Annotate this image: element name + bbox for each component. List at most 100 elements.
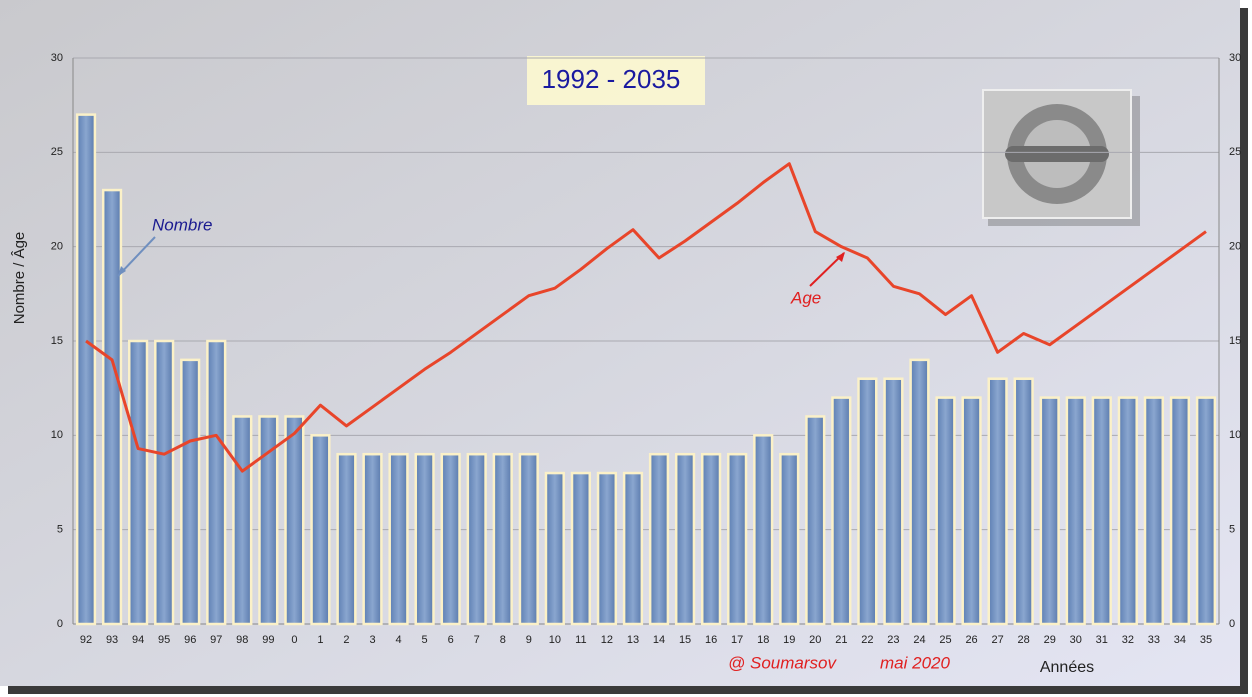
arrow-head <box>118 266 126 276</box>
bar <box>987 377 1008 626</box>
x-tick-label: 92 <box>80 634 92 646</box>
x-tick-label: 7 <box>474 634 480 646</box>
bar <box>648 452 670 626</box>
age-line <box>85 162 1207 473</box>
bar <box>701 452 722 626</box>
series-annotation: Nombre <box>152 215 212 234</box>
bar <box>414 452 435 626</box>
x-axis-label: Années <box>1040 659 1094 676</box>
x-tick-label: 99 <box>262 634 274 646</box>
y-tick-label: 20 <box>51 241 63 253</box>
bar <box>857 377 878 626</box>
x-tick-label: 29 <box>1044 634 1056 646</box>
bar <box>1091 396 1112 626</box>
x-tick-label: 18 <box>757 634 769 646</box>
bar <box>232 415 253 626</box>
x-tick-label: 21 <box>835 634 847 646</box>
bar <box>909 358 930 626</box>
credit: @ Soumarsov <box>728 653 837 672</box>
x-tick-label: 23 <box>887 634 899 646</box>
logo <box>982 89 1140 226</box>
bar <box>1169 396 1191 626</box>
bar <box>206 339 227 626</box>
x-tick-label: 30 <box>1070 634 1082 646</box>
y2-tick-label: 0 <box>1229 618 1235 630</box>
y2-tick-label: 15 <box>1229 335 1241 347</box>
bar <box>128 339 149 626</box>
x-tick-label: 12 <box>601 634 613 646</box>
x-tick-label: 22 <box>861 634 873 646</box>
x-tick-label: 26 <box>965 634 977 646</box>
bar <box>961 396 982 626</box>
series-annotation: Age <box>790 288 821 307</box>
x-tick-label: 13 <box>627 634 639 646</box>
chart-title: 1992 - 2035 <box>542 64 681 94</box>
bar <box>154 339 175 626</box>
x-tick-label: 97 <box>210 634 222 646</box>
x-tick-label: 93 <box>106 634 118 646</box>
y-tick-label: 10 <box>51 429 63 441</box>
bar <box>753 434 774 626</box>
x-tick-label: 6 <box>448 634 454 646</box>
y2-tick-label: 10 <box>1229 429 1241 441</box>
x-tick-label: 96 <box>184 634 196 646</box>
bar <box>492 452 513 626</box>
x-tick-label: 10 <box>549 634 561 646</box>
x-tick-label: 32 <box>1122 634 1134 646</box>
bar <box>883 377 904 626</box>
x-tick-label: 1 <box>317 634 323 646</box>
bar <box>101 188 123 626</box>
x-tick-label: 95 <box>158 634 170 646</box>
x-tick-label: 5 <box>422 634 428 646</box>
bar <box>622 471 644 626</box>
x-tick-label: 3 <box>369 634 375 646</box>
x-tick-label: 24 <box>913 634 925 646</box>
bar <box>1065 396 1086 626</box>
y-tick-label: 5 <box>57 524 63 536</box>
bar <box>935 396 956 626</box>
date: mai 2020 <box>880 653 950 672</box>
bar <box>1195 396 1217 626</box>
bar <box>1143 396 1164 626</box>
y-tick-label: 25 <box>51 146 63 158</box>
x-tick-label: 33 <box>1148 634 1160 646</box>
bar <box>570 471 591 626</box>
x-tick-label: 98 <box>236 634 248 646</box>
x-tick-label: 27 <box>991 634 1003 646</box>
bar <box>805 415 826 626</box>
y-tick-label: 0 <box>57 618 63 630</box>
bar <box>362 452 383 626</box>
x-tick-label: 16 <box>705 634 717 646</box>
x-tick-label: 94 <box>132 634 144 646</box>
x-tick-label: 15 <box>679 634 691 646</box>
arrow-head <box>836 252 845 262</box>
bar <box>1013 377 1034 626</box>
bar <box>1039 396 1060 626</box>
y2-tick-label: 30 <box>1229 52 1241 64</box>
x-tick-label: 35 <box>1200 634 1212 646</box>
x-tick-label: 17 <box>731 634 743 646</box>
bar <box>440 452 461 626</box>
bar <box>180 358 201 626</box>
y2-tick-label: 5 <box>1229 524 1235 536</box>
bar <box>544 471 565 626</box>
x-tick-label: 19 <box>783 634 795 646</box>
bar <box>388 452 409 626</box>
x-tick-label: 11 <box>575 634 586 646</box>
bar <box>310 434 331 626</box>
x-tick-label: 14 <box>653 634 665 646</box>
bar <box>831 396 852 626</box>
bar <box>284 415 305 626</box>
bar <box>674 452 696 626</box>
bar <box>75 113 97 626</box>
x-tick-label: 25 <box>939 634 951 646</box>
bar <box>518 452 539 626</box>
y2-tick-label: 20 <box>1229 241 1241 253</box>
x-tick-label: 31 <box>1096 634 1108 646</box>
x-tick-label: 8 <box>500 634 506 646</box>
bar <box>1117 396 1138 626</box>
x-tick-label: 9 <box>526 634 532 646</box>
x-tick-label: 34 <box>1174 634 1186 646</box>
bar <box>779 452 800 626</box>
